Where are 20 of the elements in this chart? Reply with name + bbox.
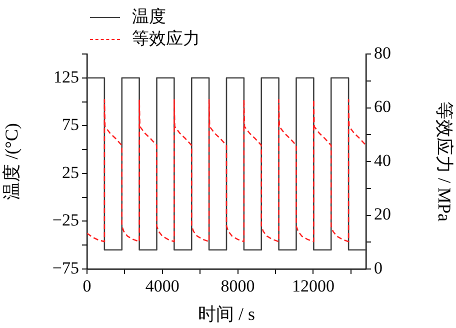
y2-axis-title: 等效应力 / MPa: [434, 101, 454, 222]
y2-tick-label: 60: [374, 97, 391, 116]
x-tick-label: 8000: [220, 276, 255, 296]
x-tick-label: 12000: [292, 276, 334, 296]
y-tick-label: 25: [62, 162, 79, 182]
y-tick-label: 75: [62, 115, 79, 134]
legend-label: 温度: [132, 6, 166, 28]
x-tick-label: 0: [82, 276, 92, 296]
legend-label: 等效应力: [132, 28, 200, 50]
y2-tick-label: 20: [374, 204, 391, 224]
line-series: [87, 99, 366, 242]
x-tick-label: 4000: [145, 276, 180, 296]
y2-tick-label: 40: [374, 150, 391, 170]
y2-tick-label: 80: [374, 43, 391, 62]
y2-tick-label: 0: [374, 258, 382, 278]
y-tick-label: −75: [52, 258, 79, 278]
y-axis-title: 温度 /(°C): [2, 123, 22, 200]
x-axis-title: 时间 / s: [198, 304, 256, 324]
y-tick-label: 125: [54, 67, 79, 86]
y-tick-label: −25: [52, 210, 79, 230]
